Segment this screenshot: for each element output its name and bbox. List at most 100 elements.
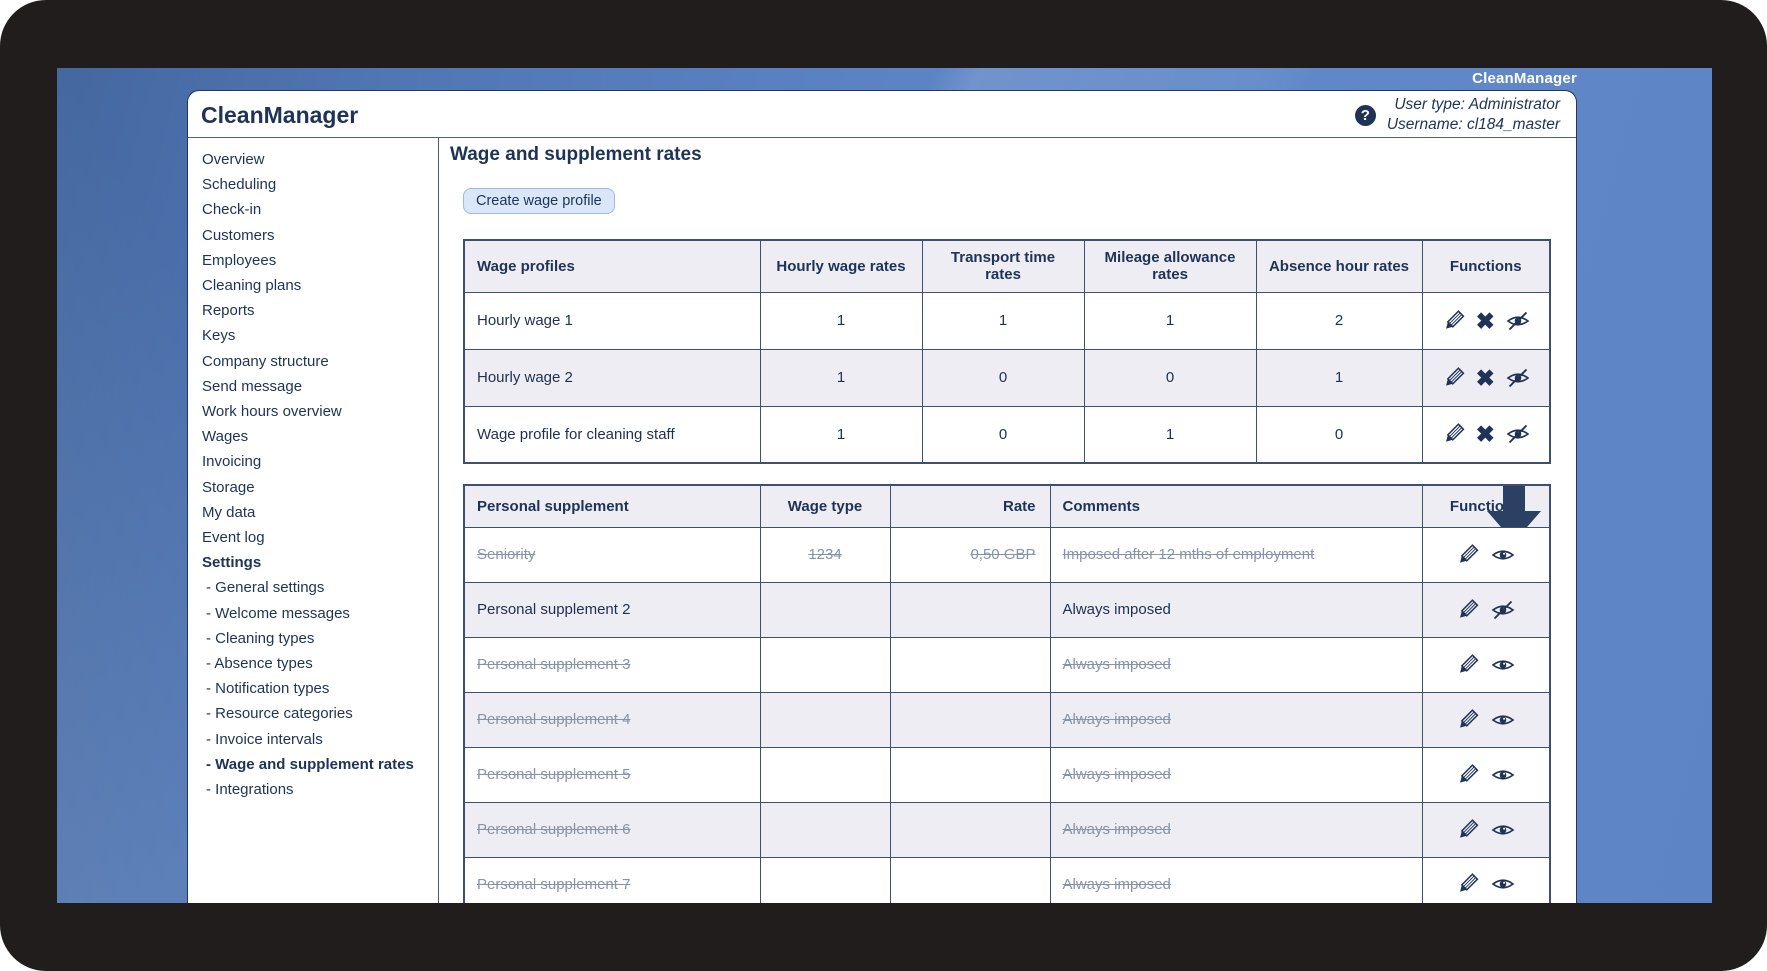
absence-hour-value: 2 xyxy=(1255,291,1423,350)
comments-value: Always imposed xyxy=(1049,801,1423,858)
hide-icon[interactable] xyxy=(1505,309,1531,333)
rate-value xyxy=(889,691,1051,748)
main-content: Wage and supplement rates Create wage pr… xyxy=(438,138,1576,903)
sidebar-item-employees[interactable]: Employees xyxy=(202,251,277,269)
wage-type-value xyxy=(759,581,891,638)
edit-icon[interactable] xyxy=(1455,763,1480,787)
sidebar-item-keys[interactable]: Keys xyxy=(202,327,236,345)
wage-type-value xyxy=(759,746,891,803)
user-info: User type: Administrator Username: cl184… xyxy=(1387,95,1560,135)
delete-icon[interactable]: ✖ xyxy=(1475,364,1495,391)
edit-icon[interactable] xyxy=(1455,872,1480,896)
personal-supplement-row: Personal supplement 7 Always imposed xyxy=(463,856,1551,903)
sidebar-item-my-data[interactable]: My data xyxy=(202,503,256,521)
sidebar-item-resource-categories[interactable]: - Resource categories xyxy=(206,705,353,723)
comments-value: Always imposed xyxy=(1049,636,1423,693)
sidebar-item-invoicing[interactable]: Invoicing xyxy=(202,453,262,471)
row-functions xyxy=(1421,636,1551,693)
edit-icon[interactable] xyxy=(1455,543,1480,567)
sidebar-item-general-settings[interactable]: - General settings xyxy=(206,579,325,597)
sidebar-item-check-in[interactable]: Check-in xyxy=(202,201,262,219)
absence-hour-value: 1 xyxy=(1255,348,1423,407)
col-supplement-functions: Functions xyxy=(1421,484,1551,528)
wage-profile-name: Hourly wage 1 xyxy=(463,291,761,350)
show-icon[interactable] xyxy=(1490,763,1516,787)
transport-time-value: 1 xyxy=(921,291,1085,350)
sidebar-item-company-structure[interactable]: Company structure xyxy=(202,352,329,370)
col-transport-time-rates: Transport time rates xyxy=(921,239,1085,293)
supplement-name: Personal supplement 3 xyxy=(463,636,761,693)
transport-time-value: 0 xyxy=(921,405,1085,464)
row-functions xyxy=(1421,526,1551,583)
edit-icon[interactable] xyxy=(1455,708,1480,732)
personal-supplement-row: Personal supplement 4 Always imposed xyxy=(463,691,1551,748)
personal-supplement-row: Personal supplement 6 Always imposed xyxy=(463,801,1551,858)
sidebar-item-send-message[interactable]: Send message xyxy=(202,377,303,395)
sidebar-item-storage[interactable]: Storage xyxy=(202,478,255,496)
show-icon[interactable] xyxy=(1490,543,1516,567)
sidebar-item-settings[interactable]: Settings xyxy=(202,554,262,572)
rate-value xyxy=(889,856,1051,903)
edit-icon[interactable] xyxy=(1455,598,1480,622)
mileage-allowance-value: 0 xyxy=(1083,348,1257,407)
hide-icon[interactable] xyxy=(1505,422,1531,446)
edit-icon[interactable] xyxy=(1455,818,1480,842)
help-icon[interactable]: ? xyxy=(1354,104,1376,126)
desktop-background: CleanManager CleanManager ? User type: A… xyxy=(57,68,1712,903)
app-logo: CleanManager xyxy=(201,101,359,128)
sidebar-item-customers[interactable]: Customers xyxy=(202,226,275,244)
sidebar-item-notification-types[interactable]: - Notification types xyxy=(206,680,330,698)
hide-icon[interactable] xyxy=(1490,598,1516,622)
sidebar-item-wage-and-supplement-rates[interactable]: - Wage and supplement rates xyxy=(206,755,414,773)
show-icon[interactable] xyxy=(1490,653,1516,677)
delete-icon[interactable]: ✖ xyxy=(1475,421,1495,448)
transport-time-value: 0 xyxy=(921,348,1085,407)
sidebar-item-work-hours-overview[interactable]: Work hours overview xyxy=(202,403,342,421)
hourly-wage-value: 1 xyxy=(759,405,923,464)
supplement-name: Personal supplement 2 xyxy=(463,581,761,638)
sidebar-item-scheduling[interactable]: Scheduling xyxy=(202,176,277,194)
user-type-label: User type: Administrator xyxy=(1394,96,1560,113)
sidebar-item-invoice-intervals[interactable]: - Invoice intervals xyxy=(206,730,323,748)
edit-icon[interactable] xyxy=(1441,422,1466,446)
delete-icon[interactable]: ✖ xyxy=(1475,307,1495,334)
comments-value: Always imposed xyxy=(1049,856,1423,903)
comments-value: Imposed after 12 mths of employment xyxy=(1049,526,1423,583)
row-functions xyxy=(1421,581,1551,638)
show-icon[interactable] xyxy=(1490,872,1516,896)
supplement-name: Seniority xyxy=(463,526,761,583)
edit-icon[interactable] xyxy=(1441,309,1466,333)
edit-icon[interactable] xyxy=(1455,653,1480,677)
absence-hour-value: 0 xyxy=(1255,405,1423,464)
wage-type-value: 1234 xyxy=(759,526,891,583)
hide-icon[interactable] xyxy=(1505,366,1531,390)
rate-value: 0,50 GBP xyxy=(889,526,1051,583)
sidebar-item-wages[interactable]: Wages xyxy=(202,428,249,446)
sidebar-item-integrations[interactable]: - Integrations xyxy=(206,781,294,799)
show-icon[interactable] xyxy=(1490,708,1516,732)
user-block: ? User type: Administrator Username: cl1… xyxy=(1354,95,1560,135)
row-functions xyxy=(1421,801,1551,858)
create-wage-profile-button[interactable]: Create wage profile xyxy=(463,188,615,214)
wage-profile-name: Wage profile for cleaning staff xyxy=(463,405,761,464)
col-mileage-allowance-rates: Mileage allowance rates xyxy=(1083,239,1257,293)
comments-value: Always imposed xyxy=(1049,746,1423,803)
show-icon[interactable] xyxy=(1490,818,1516,842)
sidebar-item-event-log[interactable]: Event log xyxy=(202,529,265,547)
edit-icon[interactable] xyxy=(1441,366,1466,390)
app-window: CleanManager ? User type: Administrator … xyxy=(187,90,1577,903)
sidebar-item-overview[interactable]: Overview xyxy=(202,151,265,168)
col-comments: Comments xyxy=(1049,484,1423,528)
sidebar-item-absence-types[interactable]: - Absence types xyxy=(206,655,313,673)
window-header: CleanManager ? User type: Administrator … xyxy=(188,91,1576,138)
col-functions: Functions xyxy=(1421,239,1551,293)
wage-type-value xyxy=(759,636,891,693)
personal-supplement-row: Personal supplement 2 Always imposed xyxy=(463,581,1551,638)
sidebar-item-cleaning-plans[interactable]: Cleaning plans xyxy=(202,277,302,295)
wage-profile-row: Hourly wage 1 1 1 1 2 ✖ xyxy=(463,291,1551,350)
sidebar-item-cleaning-types[interactable]: - Cleaning types xyxy=(206,629,315,647)
hourly-wage-value: 1 xyxy=(759,291,923,350)
sidebar-item-reports[interactable]: Reports xyxy=(202,302,255,320)
sidebar-item-welcome-messages[interactable]: - Welcome messages xyxy=(206,604,350,622)
